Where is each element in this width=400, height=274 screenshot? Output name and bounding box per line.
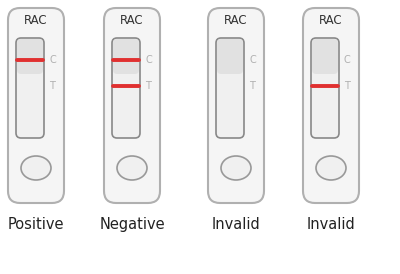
Text: C: C <box>344 55 351 65</box>
FancyBboxPatch shape <box>17 39 43 74</box>
Text: RAC: RAC <box>319 13 343 27</box>
Text: T: T <box>344 81 350 91</box>
FancyBboxPatch shape <box>217 39 243 74</box>
Ellipse shape <box>316 156 346 180</box>
FancyBboxPatch shape <box>216 38 244 138</box>
Text: Invalid: Invalid <box>212 217 260 232</box>
FancyBboxPatch shape <box>16 38 44 138</box>
Text: C: C <box>145 55 152 65</box>
Ellipse shape <box>21 156 51 180</box>
Text: T: T <box>145 81 151 91</box>
Text: C: C <box>49 55 56 65</box>
FancyBboxPatch shape <box>8 8 64 203</box>
FancyBboxPatch shape <box>311 38 339 138</box>
Text: Positive: Positive <box>8 217 64 232</box>
Ellipse shape <box>117 156 147 180</box>
Ellipse shape <box>221 156 251 180</box>
FancyBboxPatch shape <box>303 8 359 203</box>
Text: RAC: RAC <box>24 13 48 27</box>
Text: C: C <box>249 55 256 65</box>
FancyBboxPatch shape <box>312 39 338 74</box>
FancyBboxPatch shape <box>112 38 140 138</box>
FancyBboxPatch shape <box>104 8 160 203</box>
Text: T: T <box>49 81 55 91</box>
FancyBboxPatch shape <box>113 39 139 74</box>
Text: RAC: RAC <box>120 13 144 27</box>
Text: RAC: RAC <box>224 13 248 27</box>
FancyBboxPatch shape <box>208 8 264 203</box>
Text: Invalid: Invalid <box>307 217 355 232</box>
Text: T: T <box>249 81 255 91</box>
Text: Negative: Negative <box>99 217 165 232</box>
